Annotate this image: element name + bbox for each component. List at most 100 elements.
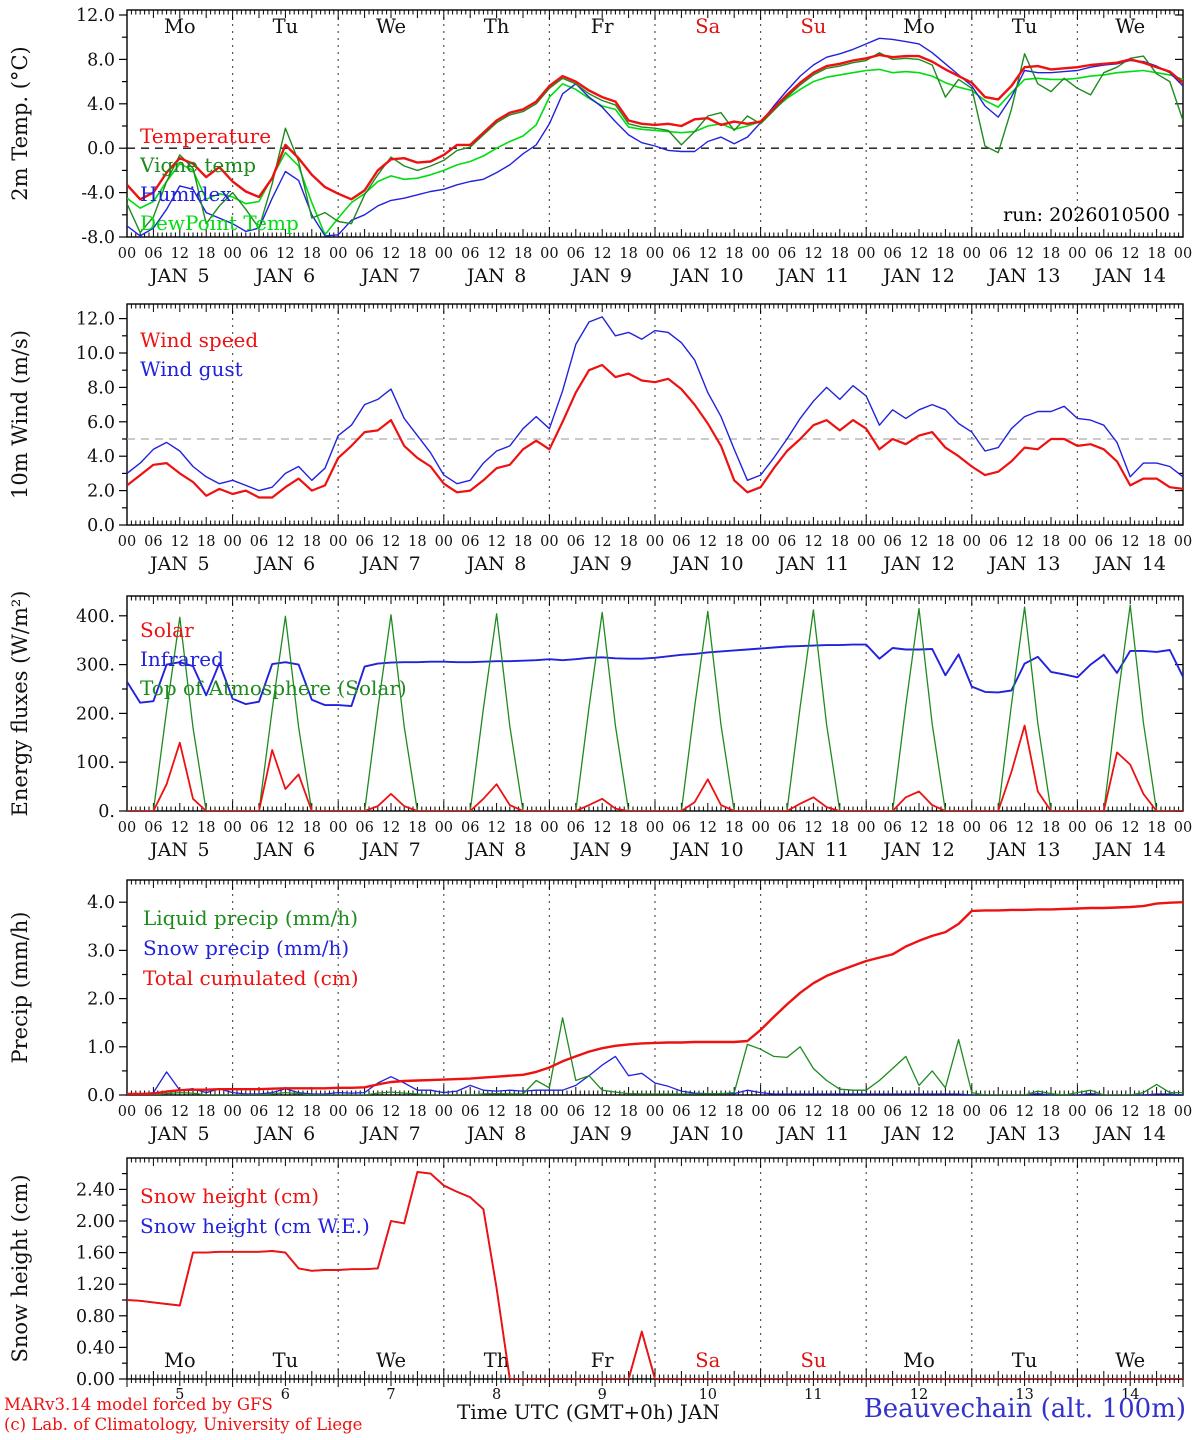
svg-text:JAN 8: JAN 8 [465,839,527,861]
svg-text:18: 18 [303,1104,321,1120]
svg-text:12: 12 [1121,534,1139,550]
day-label: Sa [695,1349,720,1372]
legend-solar: Solar [140,618,194,642]
svg-text:00: 00 [435,534,453,550]
svg-text:06: 06 [1095,1104,1113,1120]
legend-snow-height-we: Snow height (cm W.E.) [140,1214,370,1238]
svg-text:00: 00 [118,246,136,262]
svg-text:JAN 8: JAN 8 [465,265,527,287]
svg-text:00: 00 [223,246,241,262]
panel-precip: 0.0 1.0 2.0 3.0 4.0 Precip (mm/h) 00 06 12 18 00 06… [8,879,1192,1145]
svg-text:8.0: 8.0 [87,378,115,398]
svg-text:06: 06 [883,534,901,550]
svg-text:18: 18 [936,246,954,262]
svg-text:6: 6 [281,1387,290,1403]
svg-text:06: 06 [778,534,796,550]
svg-text:12.0: 12.0 [76,6,115,26]
svg-text:12: 12 [593,246,611,262]
legend-top-of-atmosphere: Top of Atmosphere (Solar) [140,676,407,700]
svg-text:18: 18 [514,534,532,550]
svg-text:12: 12 [593,534,611,550]
svg-text:06: 06 [989,246,1007,262]
svg-text:3.0: 3.0 [87,941,115,961]
svg-text:JAN 7: JAN 7 [359,553,421,575]
svg-text:JAN 6: JAN 6 [254,1123,316,1145]
svg-text:06: 06 [1095,820,1113,836]
svg-text:12.0: 12.0 [76,310,115,330]
legend-humidex: Humidex [140,182,232,206]
svg-text:18: 18 [725,820,743,836]
svg-text:00: 00 [751,1104,769,1120]
svg-text:18: 18 [408,820,426,836]
svg-text:18: 18 [1042,246,1060,262]
svg-text:06: 06 [461,820,479,836]
svg-text:12: 12 [593,820,611,836]
svg-text:06: 06 [672,534,690,550]
svg-text:18: 18 [408,534,426,550]
legend-vigne-temp: Vigne temp [140,153,257,177]
day-label: We [1115,15,1145,38]
svg-text:JAN 9: JAN 9 [570,265,632,287]
svg-text:18: 18 [1042,1104,1060,1120]
svg-text:06: 06 [883,246,901,262]
svg-text:00: 00 [857,534,875,550]
svg-text:18: 18 [831,246,849,262]
svg-text:00: 00 [540,534,558,550]
svg-text:00: 00 [963,1104,981,1120]
svg-text:18: 18 [514,820,532,836]
svg-text:18: 18 [514,246,532,262]
svg-text:JAN 10: JAN 10 [670,265,744,287]
svg-text:00: 00 [646,1104,664,1120]
svg-text:18: 18 [408,246,426,262]
svg-text:00: 00 [329,820,347,836]
time-axis-title: Time UTC (GMT+0h) JAN [457,1400,720,1424]
series-vigne-temp [127,52,1183,234]
svg-text:00: 00 [751,246,769,262]
svg-text:06: 06 [778,820,796,836]
svg-text:-8.0: -8.0 [81,228,115,248]
plot-box [126,303,1184,526]
y-axis-title-energy_fluxes: Energy fluxes (W/m²) [8,591,32,817]
svg-text:300.: 300. [76,656,115,676]
svg-text:18: 18 [1042,820,1060,836]
svg-text:12: 12 [276,246,294,262]
svg-text:5: 5 [175,1387,184,1403]
svg-text:00: 00 [1174,1104,1192,1120]
svg-text:JAN 11: JAN 11 [776,1123,850,1145]
svg-text:06: 06 [144,246,162,262]
svg-text:12: 12 [804,534,822,550]
svg-text:0.: 0. [98,802,115,822]
series-snow-precip [127,1055,1183,1095]
svg-text:00: 00 [435,820,453,836]
svg-text:JAN 13: JAN 13 [987,553,1061,575]
svg-text:12: 12 [1121,1104,1139,1120]
svg-text:18: 18 [197,820,215,836]
day-label: Su [800,15,826,38]
svg-text:2.0: 2.0 [87,482,115,502]
svg-text:JAN 12: JAN 12 [881,1123,955,1145]
svg-text:JAN 13: JAN 13 [987,839,1061,861]
svg-text:12: 12 [699,1104,717,1120]
svg-text:JAN 6: JAN 6 [254,553,316,575]
legend-wind-gust: Wind gust [140,357,243,381]
panel-wind: 0.0 2.0 4.0 6.0 8.0 10.0 12.0 10m Wind (m/s) 00 0… [8,303,1192,575]
svg-text:00: 00 [1174,246,1192,262]
svg-text:00: 00 [329,1104,347,1120]
y-axis-title-temperature: 2m Temp. (°C) [8,46,32,200]
day-label: Mo [164,15,196,38]
svg-text:12: 12 [1015,1104,1033,1120]
svg-text:06: 06 [989,1104,1007,1120]
svg-text:00: 00 [1174,534,1192,550]
svg-text:JAN 7: JAN 7 [359,839,421,861]
svg-text:12: 12 [1121,820,1139,836]
svg-text:9: 9 [598,1387,607,1403]
svg-text:7: 7 [386,1387,395,1403]
svg-text:00: 00 [646,246,664,262]
svg-text:JAN 9: JAN 9 [570,1123,632,1145]
legend-dewpoint-temp: DewPoint Temp [140,211,299,235]
svg-text:11: 11 [804,1387,822,1403]
svg-text:12: 12 [804,820,822,836]
y-axis-title-snow_height: Snow height (cm) [8,1174,32,1362]
svg-text:06: 06 [567,1104,585,1120]
svg-text:18: 18 [1147,534,1165,550]
